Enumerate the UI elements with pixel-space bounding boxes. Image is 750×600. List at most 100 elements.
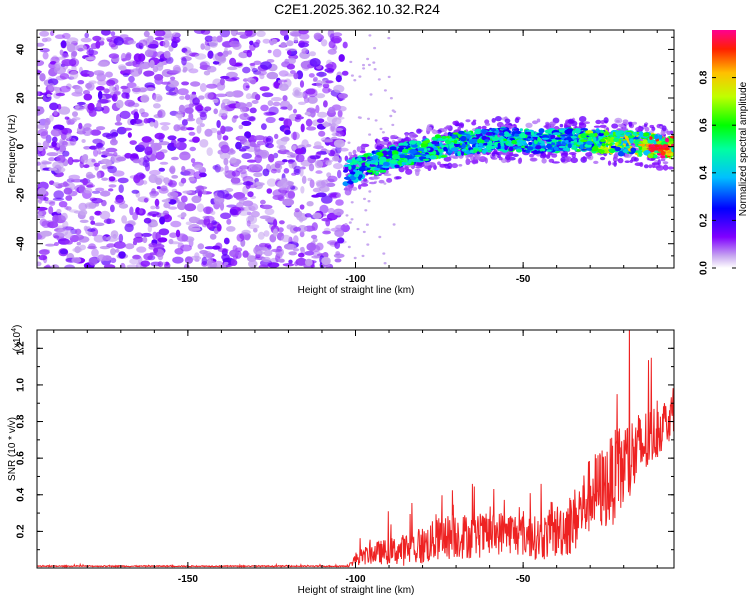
heatmap-ridge-cell [391,150,399,156]
heatmap-ridge-cell [358,167,366,172]
heatmap-noise-cell [222,50,229,57]
heatmap-ridge-halo [363,178,368,182]
heatmap-noise-cell [89,145,98,150]
heatmap-noise-cell [253,60,262,65]
heatmap-noise-cell [155,205,160,210]
heatmap-ridge-cell [494,142,499,148]
heatmap-noise-cell [37,187,47,196]
heatmap-noise-cell [261,123,267,130]
heatmap-ridge-halo [514,117,520,123]
heatmap-ridge-cell [431,140,438,145]
heatmap-noise-cell [114,84,120,92]
heatmap-ridge-cell [499,142,504,147]
heatmap-ridge-cell [598,132,604,137]
heatmap-noise-cell [267,49,272,54]
heatmap-noise-cell [242,66,251,74]
heatmap-noise-cell [153,103,161,109]
heatmap-noise-cell [238,124,244,130]
heatmap-ridge-halo [662,161,669,165]
heatmap-noise-cell [256,181,261,185]
heatmap-ridge-cell [671,147,674,153]
heatmap-noise-cell [66,43,76,53]
heatmap-noise-cell [239,113,250,121]
heatmap-noise-cell [151,221,158,227]
heatmap-noise-cell [277,179,288,189]
snr-ticks: -150 -100 -50 0.2 0.4 0.6 0.8 1.0 1.2 [16,330,674,585]
heatmap-noise-cell [116,156,126,162]
heatmap-ridge-cell [601,142,606,147]
heatmap-ridge-cell [376,165,384,169]
heatmap-ridge-cell [617,150,625,157]
y-tick-label: 0.8 [16,414,27,428]
heatmap-noise-cell [291,172,297,176]
heatmap-noise-cell [37,128,49,137]
heatmap-ridge-cell [372,155,379,160]
heatmap-noise-cell [54,34,66,39]
heatmap-ridge-halo [352,149,357,155]
heatmap-ridge-halo [648,164,653,169]
heatmap-noise-cell [180,126,188,131]
heatmap-noise-cell [282,198,295,206]
heatmap-ridge-cell [468,139,477,145]
heatmap-noise-cell [143,118,149,124]
colorbar-gradient [712,30,736,268]
heatmap-noise-cell [311,222,318,231]
heatmap-noise-cell [131,189,140,194]
heatmap-noise-cell [114,122,123,126]
heatmap-ridge-cell [497,148,505,151]
colorbar-tick-label: 0.8 [699,70,710,84]
spectrogram-ylabel: Frequency (Hz) [7,115,18,184]
heatmap-noise-cell [315,170,323,174]
heatmap-noise-cell [53,110,58,116]
heatmap-ridge-halo [614,151,619,158]
heatmap-noise-cell [62,150,70,157]
heatmap-noise-cell [338,54,345,62]
heatmap-noise-cell [108,176,116,182]
heatmap-noise-cell [106,166,114,170]
heatmap-ridge-halo [458,164,463,167]
heatmap-noise-cell [148,242,158,248]
heatmap-ridge-halo [628,122,633,127]
heatmap-noise-cell [216,35,223,43]
heatmap-noise-cell [88,80,97,84]
heatmap-noise-cell [364,209,368,212]
heatmap-noise-cell [158,228,170,236]
heatmap-noise-cell [204,92,214,100]
heatmap-noise-cell [39,30,50,37]
heatmap-noise-cell [279,144,286,151]
heatmap-noise-cell [337,105,347,112]
heatmap-noise-cell [188,216,199,224]
heatmap-noise-cell [301,175,307,184]
heatmap-ridge-cell [348,165,352,170]
heatmap-noise-cell [298,30,309,35]
heatmap-noise-cell [299,231,305,238]
heatmap-noise-cell [171,32,181,38]
heatmap-noise-cell [153,74,164,81]
colorbar-tick-label: 0.0 [699,261,710,275]
heatmap-noise-cell [282,159,288,163]
heatmap-noise-cell [189,146,196,152]
heatmap-noise-cell [330,227,342,232]
heatmap-ridge-cell [591,146,599,152]
heatmap-ridge-cell [470,149,474,153]
heatmap-ridge-cell [402,148,409,154]
heatmap-ridge-cell [513,128,518,131]
heatmap-noise-cell [188,227,201,231]
heatmap-noise-cell [263,111,276,117]
heatmap-ridge-halo [491,118,496,123]
heatmap-noise-cell [322,139,334,143]
heatmap-noise-cell [83,93,93,101]
heatmap-noise-cell [217,131,222,141]
heatmap-noise-cell [304,251,315,256]
heatmap-ridge-cell [535,145,542,150]
heatmap-noise-cell [316,80,323,88]
heatmap-noise-cell [271,248,283,253]
heatmap-ridge-halo [546,154,551,157]
heatmap-noise-cell [179,95,185,100]
heatmap-noise-cell [149,59,155,69]
heatmap-noise-cell [141,232,153,237]
heatmap-noise-cell [307,88,318,98]
heatmap-ridge-cell [473,131,481,135]
heatmap-ridge-halo [471,121,477,126]
heatmap-ridge-cell [538,128,545,134]
